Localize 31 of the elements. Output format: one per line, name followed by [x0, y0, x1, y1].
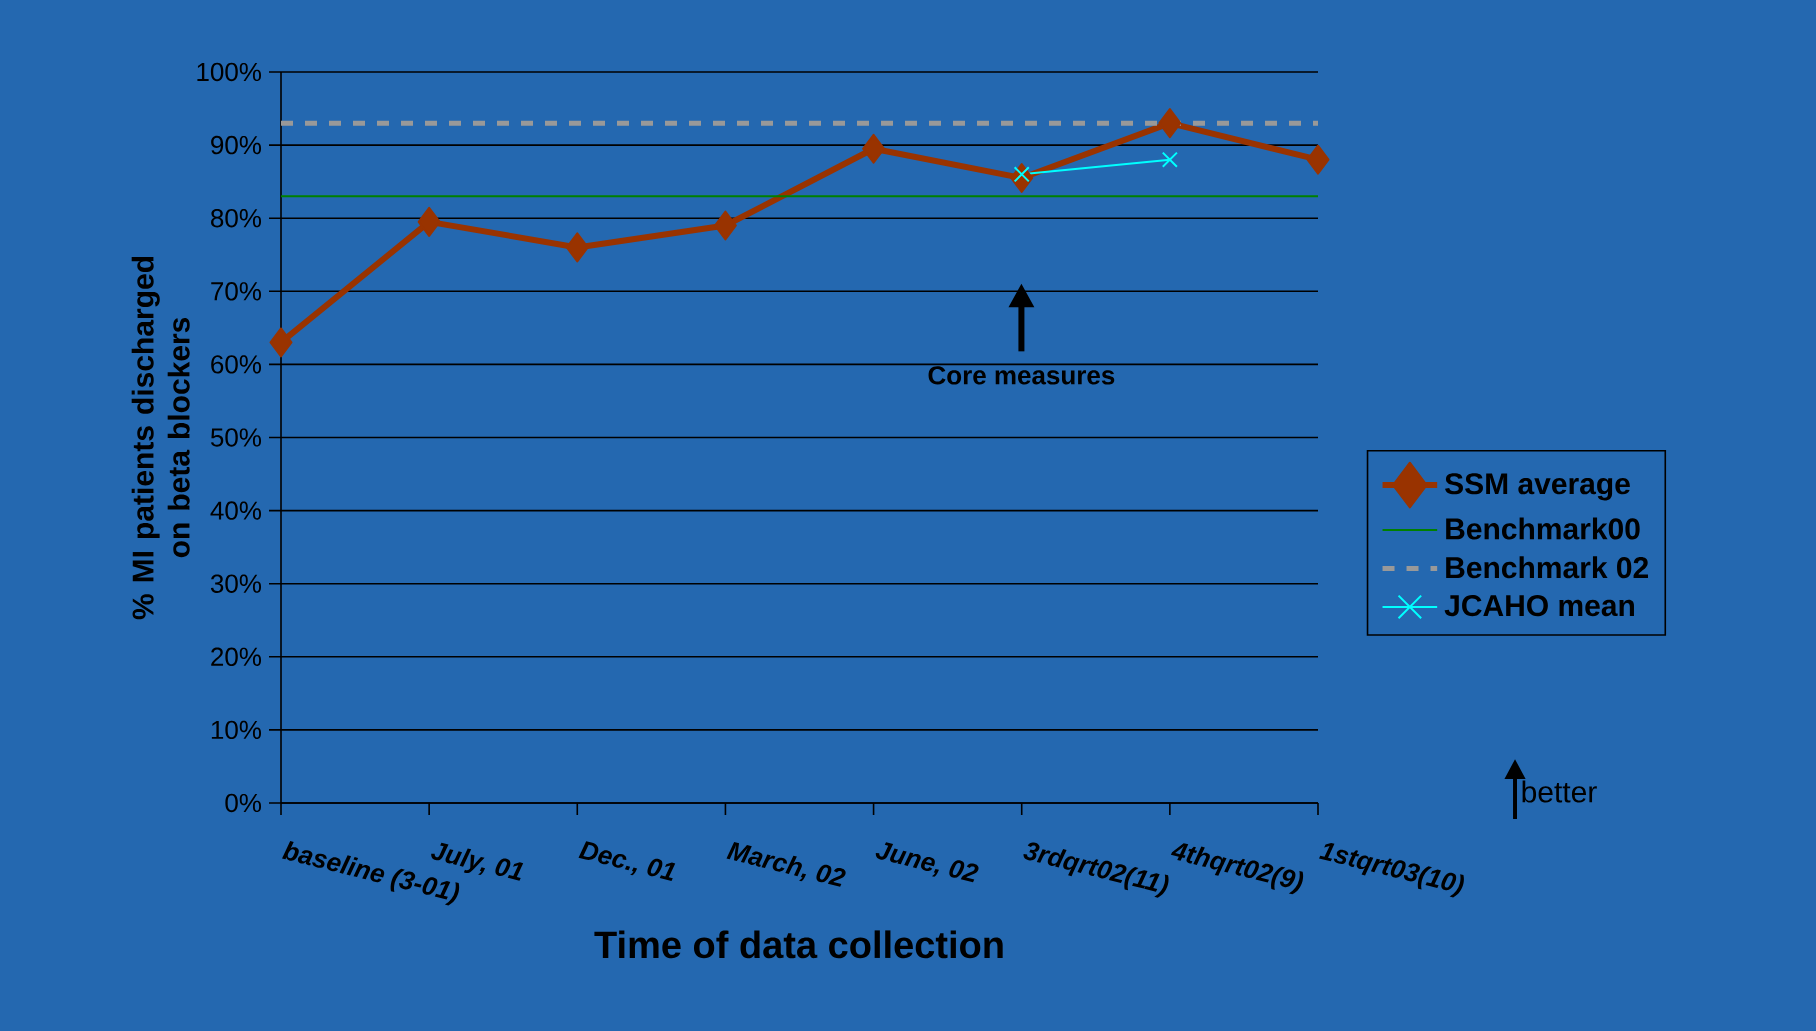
x-tick-label: March, 02	[726, 841, 846, 887]
legend-label: Benchmark 02	[1446, 556, 1648, 579]
point	[269, 327, 293, 358]
x-tick-label: Dec., 01	[578, 841, 676, 881]
y-tick-label: 80%	[211, 208, 262, 228]
x-tick-label: June, 02	[875, 842, 979, 883]
text: better	[1522, 780, 1597, 803]
y-tick-label: 40%	[210, 501, 262, 520]
point	[713, 210, 737, 241]
point	[862, 133, 886, 164]
y-tick-label: 20%	[211, 647, 262, 666]
point	[1306, 144, 1330, 175]
y-axis-title: % MI patients discharged on beta blockers	[131, 256, 190, 620]
point	[565, 232, 589, 263]
point	[1158, 108, 1182, 139]
y-tick-label: 100%	[197, 62, 262, 82]
point	[1013, 166, 1030, 183]
legend-label: Benchmark00	[1446, 517, 1640, 540]
legend-label: JCAHO mean	[1444, 594, 1634, 617]
y-tick-label: 10%	[211, 720, 262, 740]
legend-label: SSM average	[1445, 473, 1630, 501]
point	[1161, 151, 1178, 168]
x-axis-title: Time of data collection	[594, 930, 1003, 959]
y-tick-label: 30%	[210, 574, 262, 593]
y-tick-label: 60%	[211, 355, 262, 374]
y-tick-label: 50%	[210, 428, 262, 447]
y-tick-label: 70%	[211, 282, 262, 301]
y-tick-label: 0%	[225, 793, 262, 813]
annotation: Core measures	[928, 366, 1115, 385]
y-tick-label: 90%	[211, 135, 262, 155]
point	[417, 206, 441, 237]
